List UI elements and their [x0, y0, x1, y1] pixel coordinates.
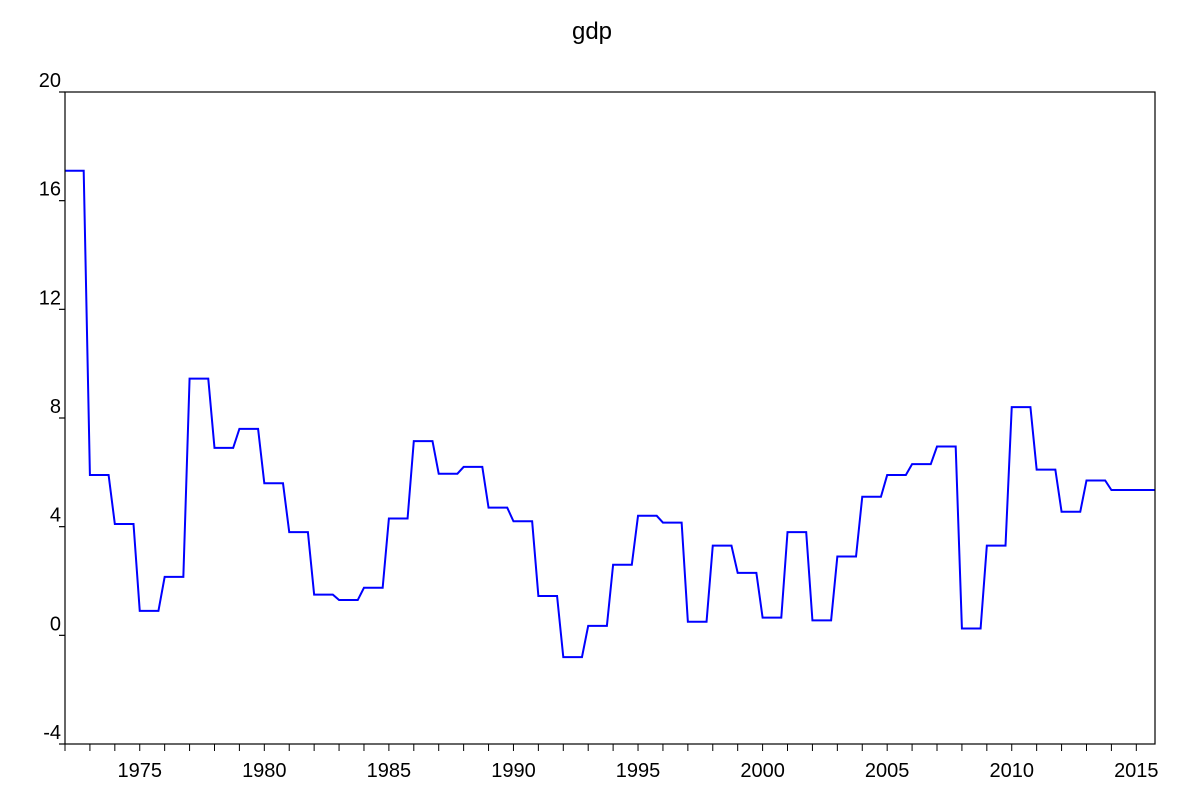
x-tick-label: 1980 — [242, 760, 287, 782]
y-tick-label: 8 — [50, 396, 61, 418]
y-tick-label: 4 — [50, 505, 61, 527]
x-tick-label: 1985 — [367, 760, 412, 782]
x-tick-label: 2015 — [1114, 760, 1159, 782]
y-axis: -4 0 4 8 12 16 20 — [39, 70, 65, 745]
x-tick-label: 2010 — [989, 760, 1034, 782]
series-group — [65, 169, 1155, 659]
y-tick-label: 0 — [50, 613, 61, 635]
x-tick-label: 1975 — [117, 760, 162, 782]
chart-title: gdp — [571, 18, 613, 45]
x-tick-label: 2000 — [740, 760, 785, 782]
x-axis: 1975 1980 1985 1990 1995 2000 2005 2010 2015 — [64, 744, 1159, 782]
x-tick-label: 1995 — [616, 760, 661, 782]
y-tick-label: 12 — [39, 287, 61, 309]
y-tick-label: 20 — [39, 70, 61, 92]
gdp-series-line — [65, 169, 1155, 659]
plot-frame — [64, 91, 1156, 745]
x-tick-label: 2005 — [865, 760, 910, 782]
x-tick-label: 1990 — [491, 760, 536, 782]
y-tick-label: 16 — [39, 179, 61, 201]
y-tick-label: -4 — [43, 722, 61, 744]
